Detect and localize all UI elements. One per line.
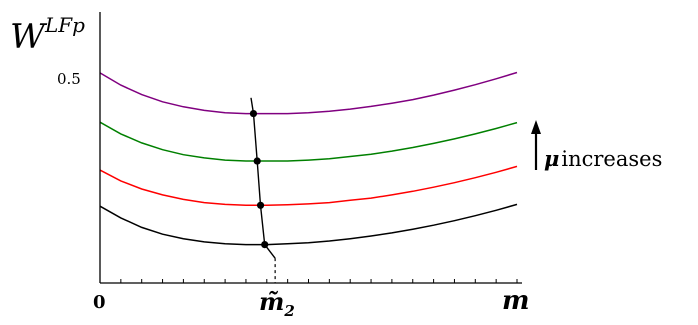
optimum-locus-line bbox=[250, 97, 276, 259]
x-axis-label: m bbox=[502, 286, 530, 316]
optimum-point-0 bbox=[261, 240, 269, 249]
annotation-label: increases bbox=[561, 147, 662, 171]
series-line-0 bbox=[99, 203, 518, 246]
up-arrow-head-icon bbox=[531, 120, 541, 134]
optimum-point-2 bbox=[253, 157, 261, 165]
x-tick-label-m2-base: m̃ bbox=[259, 287, 284, 316]
x-tick-label-zero: 0 bbox=[93, 292, 106, 313]
x-tick-label-m2-sub: 2 bbox=[283, 302, 294, 320]
series-line-2 bbox=[99, 121, 518, 162]
x-tick-label-m2: m̃2 bbox=[259, 287, 295, 320]
x-minor-ticks bbox=[120, 279, 518, 283]
optimum-locus-layer bbox=[250, 97, 276, 283]
optimum-point-1 bbox=[256, 201, 265, 209]
curves-layer bbox=[99, 71, 518, 246]
mu-increases-annotation: μincreases bbox=[531, 120, 662, 171]
y-axis-label-sup: LFp bbox=[44, 13, 85, 37]
y-tick-label: 0.5 bbox=[57, 70, 81, 88]
annotation-text: μincreases bbox=[544, 146, 662, 171]
series-line-3 bbox=[99, 71, 518, 115]
y-axis-label: WLFp bbox=[10, 13, 85, 57]
mu-symbol: μ bbox=[544, 146, 559, 171]
y-axis-label-base: W bbox=[10, 17, 48, 57]
series-line-1 bbox=[99, 165, 518, 207]
optimum-points-layer bbox=[249, 109, 269, 249]
optimum-point-3 bbox=[249, 109, 258, 118]
